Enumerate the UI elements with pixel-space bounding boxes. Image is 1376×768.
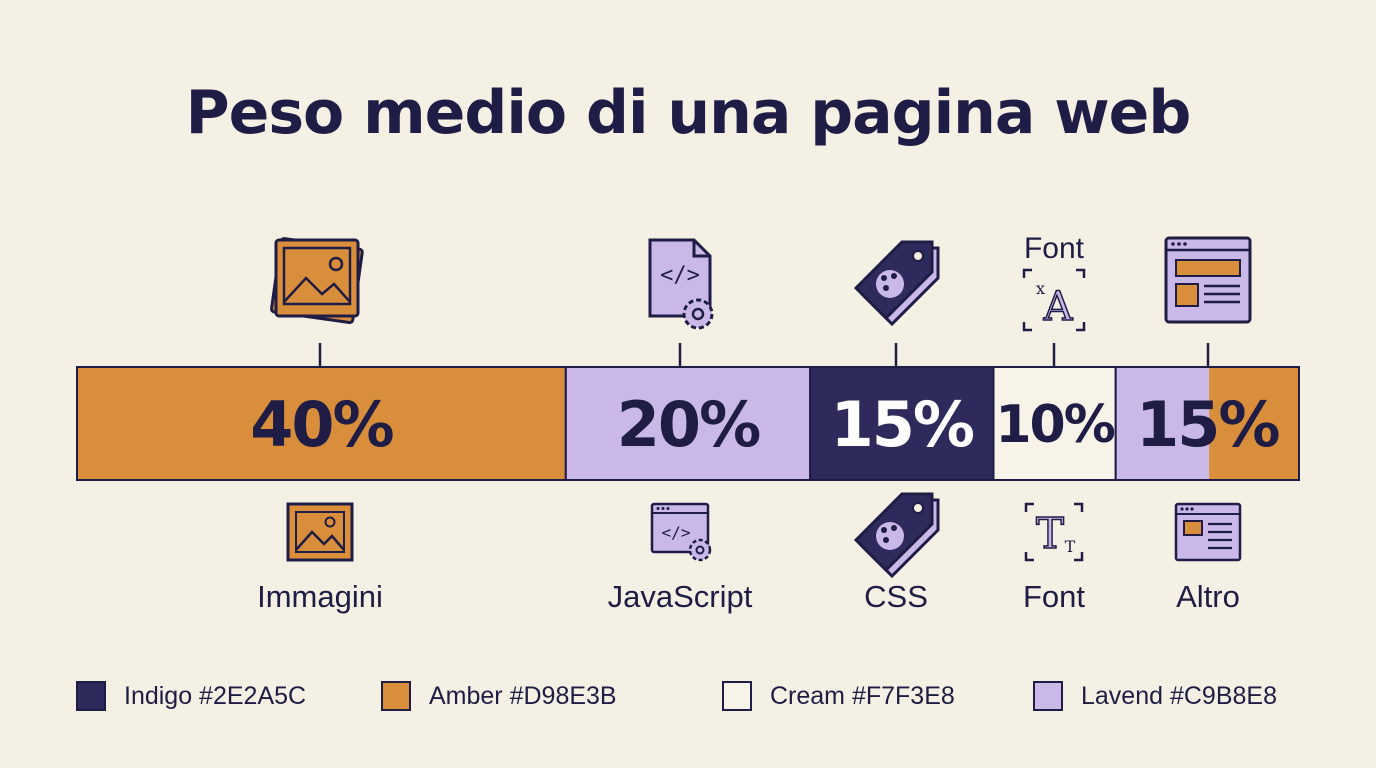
value-label-javascript: 20% [617, 388, 760, 461]
legend-swatch-amber [381, 681, 411, 711]
bar-css [809, 366, 995, 481]
bar-segment-font: 10% [992, 366, 1117, 481]
photo-stack-icon [270, 237, 364, 325]
chart-title: Peso medio di una pagina web [185, 78, 1192, 148]
legend-label-indigo: Indigo #2E2A5C [124, 681, 307, 710]
browser-window-icon [1164, 236, 1252, 324]
legend-swatch-cream [722, 681, 752, 711]
top-label-font: Font [1024, 232, 1085, 265]
legend-item-amber: Amber #D98E3B [381, 679, 617, 713]
legend-label-cream: Cream #F7F3E8 [770, 681, 955, 710]
font-translate-icon: xA [1022, 268, 1086, 332]
legend-swatch-indigo [76, 681, 106, 711]
bar-font [992, 366, 1117, 481]
value-label-css: 15% [831, 388, 974, 461]
bar-javascript [564, 366, 812, 481]
svg-text:T: T [1036, 509, 1064, 558]
svg-text:x: x [1036, 279, 1045, 298]
bar-segment-immagini: 40% [76, 366, 567, 481]
code-window-gear-icon: </> [650, 502, 712, 562]
value-label-font: 10% [995, 395, 1114, 455]
browser-layout-icon [1174, 502, 1242, 562]
legend-item-cream: Cream #F7F3E8 [722, 679, 955, 713]
category-label-altro: Altro [1176, 579, 1240, 614]
bar-segment-javascript: 20% [564, 366, 812, 481]
category-label-immagini: Immagini [257, 579, 383, 614]
category-label-javascript: JavaScript [608, 579, 753, 614]
bar-immagini [76, 366, 567, 481]
image-icon [286, 502, 354, 562]
value-label-altro: 15% [1136, 388, 1279, 461]
bar-segment-altro: 15% [1114, 366, 1300, 481]
category-label-font: Font [1023, 579, 1085, 614]
legend-label-lavender: Lavend #C9B8E8 [1081, 681, 1277, 710]
legend-swatch-lavender [1033, 681, 1063, 711]
legend: Indigo #2E2A5C Amber #D98E3B Cream #F7F3… [76, 679, 1306, 713]
bar-altro-split [1209, 368, 1298, 479]
code-file-gear-icon: </> [648, 238, 714, 330]
svg-text:</>: </> [662, 523, 691, 542]
legend-label-amber: Amber #D98E3B [429, 681, 617, 710]
palette-tag-icon [853, 240, 940, 327]
value-label-immagini: 40% [250, 388, 393, 461]
svg-text:T: T [1065, 537, 1076, 556]
bar-segment-css: 15% [809, 366, 995, 481]
legend-item-indigo: Indigo #2E2A5C [76, 679, 306, 713]
svg-text:A: A [1043, 284, 1074, 330]
legend-item-lavender: Lavend #C9B8E8 [1033, 679, 1277, 713]
stacked-bar-chart: 40% 20% 15% 10% 15% Immagini </> </> JavaScript C… [76, 232, 1300, 614]
category-label-css: CSS [864, 579, 928, 614]
svg-text:</>: </> [660, 263, 700, 288]
palette-tag-icon [853, 492, 940, 579]
